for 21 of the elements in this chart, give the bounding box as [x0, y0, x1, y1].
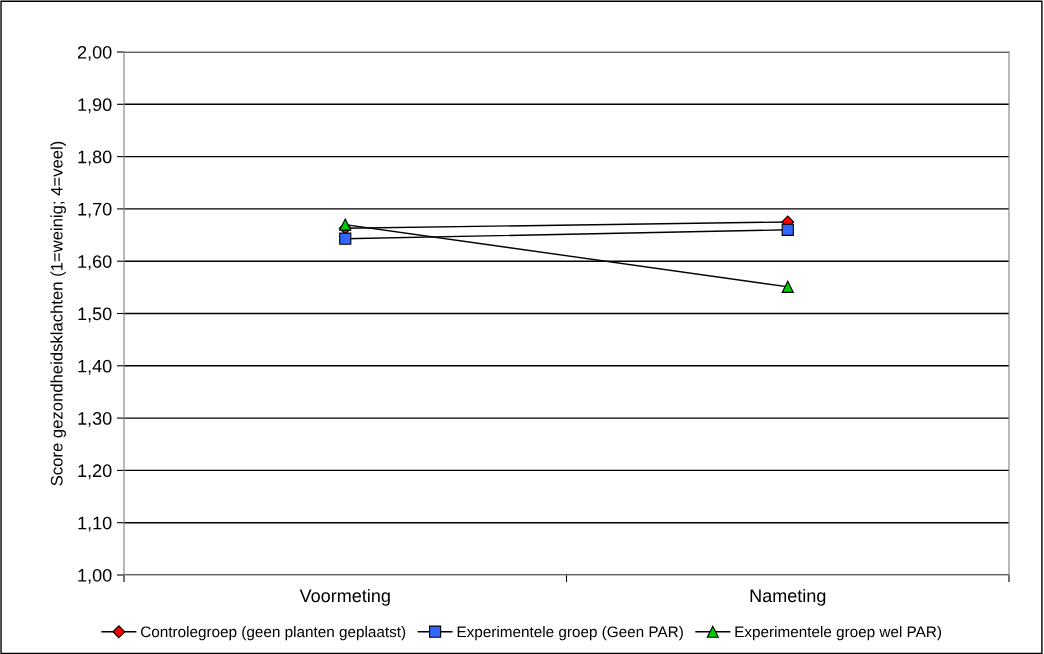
y-tick-label: 1,80 [78, 150, 112, 166]
y-tick-label: 1,90 [78, 98, 112, 114]
y-tick-label: 1,20 [78, 464, 112, 480]
x-tick-label: Nameting [750, 588, 826, 606]
point [339, 232, 352, 245]
y-tick-label: 1,60 [78, 255, 112, 271]
point [339, 218, 352, 231]
y-axis-title: Score gezondheidsklachten (1=weinig; 4=veel) [50, 141, 66, 486]
y-tick-label: 1,40 [78, 359, 112, 375]
x-tick-label: Voormeting [299, 588, 390, 606]
point [781, 223, 794, 236]
y-tick-label: 2,00 [77, 45, 112, 61]
point [781, 280, 794, 293]
legend-label: Experimentele groep wel PAR) [735, 626, 942, 641]
y-tick-label: 1,50 [78, 307, 112, 323]
legend-label: Controlegroep (geen planten geplaatst) [141, 626, 406, 641]
y-tick-label: 1,70 [78, 202, 112, 218]
y-tick-label: 1,10 [78, 516, 112, 532]
y-tick-label: 1,30 [78, 412, 112, 427]
legend-label: Experimentele groep (Geen PAR) [457, 626, 683, 641]
y-tick-label: 1,00 [78, 568, 112, 584]
